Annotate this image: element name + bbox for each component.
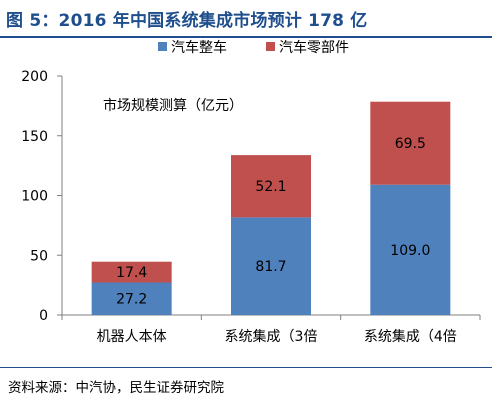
y-tick-label: 150 xyxy=(21,129,48,145)
bar-value-label: 17.4 xyxy=(116,265,147,281)
x-tick-label: 机器人本体 xyxy=(97,329,167,345)
y-tick-label: 0 xyxy=(39,308,48,324)
chart-x-tick-labels: 机器人本体 系统集成（3倍 系统集成（4倍 xyxy=(97,328,457,345)
bar-value-label: 52.1 xyxy=(255,179,286,195)
stacked-bar-chart: 27.2 17.4 81.7 52.1 109.0 69.5 机器人本体 系统集成（3倍 系统… xyxy=(21,39,481,345)
x-tick-label: 系统集成（4倍 xyxy=(364,328,457,345)
chart-bars xyxy=(91,101,451,315)
source-note: 资料来源：中汽协，民生证券研究院 xyxy=(8,380,224,396)
y-tick-label: 100 xyxy=(21,189,48,205)
legend-label: 汽车零部件 xyxy=(279,39,349,56)
y-tick-label: 200 xyxy=(21,69,48,85)
bar-segment xyxy=(231,217,311,315)
chart-y-tick-labels: 0 50 100 150 200 xyxy=(21,69,48,324)
bar-segment xyxy=(370,101,451,185)
figure-title: 图 5：2016 年中国系统集成市场预计 178 亿 xyxy=(6,11,368,31)
legend-swatch xyxy=(158,42,167,51)
y-tick-label: 50 xyxy=(30,248,48,264)
bar-segment xyxy=(91,261,172,283)
bar-value-label: 81.7 xyxy=(255,259,286,275)
footer-divider xyxy=(0,367,492,368)
legend-swatch xyxy=(266,42,275,51)
header-divider xyxy=(0,36,492,38)
chart-legend: 汽车整车 汽车零部件 xyxy=(158,39,349,56)
bar-value-label: 109.0 xyxy=(390,243,430,259)
x-tick-label: 系统集成（3倍 xyxy=(225,328,318,345)
legend-label: 汽车整车 xyxy=(171,39,227,56)
bar-value-label: 27.2 xyxy=(116,292,147,308)
bar-segment xyxy=(91,282,172,315)
bar-segment xyxy=(370,184,451,315)
chart-data-labels: 27.2 17.4 81.7 52.1 109.0 69.5 xyxy=(116,136,430,308)
chart-annotation: 市场规模测算（亿元） xyxy=(103,97,243,114)
bar-segment xyxy=(231,155,311,218)
bar-value-label: 69.5 xyxy=(395,136,426,152)
